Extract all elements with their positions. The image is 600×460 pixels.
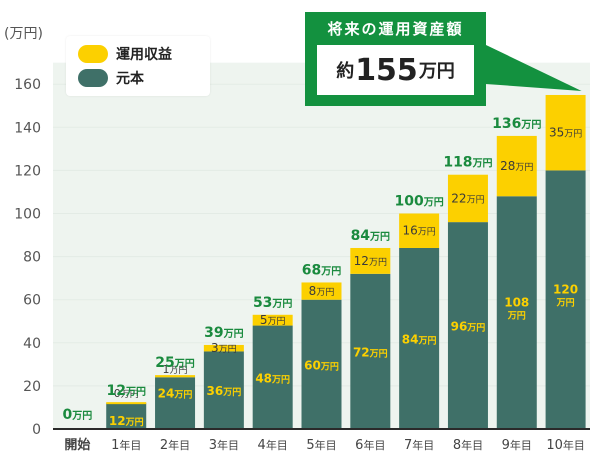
y-tick-label: 0 (32, 422, 41, 438)
bar-total-label: 25万円 (155, 355, 194, 371)
bar-label-gain: 5万円 (260, 313, 286, 327)
bar-label-principal: 96万円 (451, 320, 486, 334)
bar-label-principal: 108 万円 (504, 296, 529, 322)
bar-total-label: 118万円 (443, 155, 492, 171)
bar-label-gain: 3万円 (211, 341, 237, 355)
bar-total-label: 39万円 (204, 325, 243, 341)
y-tick-label: 120 (14, 163, 41, 179)
y-tick-label: 100 (14, 207, 41, 223)
bar-label-gain: 16万円 (402, 224, 435, 238)
bar-principal (447, 222, 488, 429)
bar-principal (350, 273, 391, 429)
bar-gain (203, 344, 244, 352)
bar-label-principal: 12万円 (109, 414, 144, 428)
bar-gain (399, 213, 440, 248)
y-tick-label: 40 (23, 336, 41, 352)
legend-item-principal: 元本 (78, 67, 144, 89)
legend-swatch-gain (78, 45, 108, 63)
bar-total-label: 136万円 (492, 116, 541, 132)
callout-pointer (486, 45, 582, 91)
bar-label-principal: 72万円 (353, 345, 388, 359)
callout-title: 将来の運用資産額 (327, 20, 464, 38)
y-tick-label: 160 (14, 77, 41, 93)
bar-gain (545, 94, 586, 171)
bar-principal (496, 196, 537, 429)
bar-total-label: 100万円 (395, 194, 444, 210)
x-tick-label: 3年目 (209, 438, 239, 453)
x-tick-label: 4年目 (258, 438, 288, 453)
bar-label-gain: 28万円 (500, 159, 533, 173)
legend-label-gain: 運用収益 (116, 47, 172, 63)
x-tick-label: 開始 (64, 437, 90, 453)
legend-item-gain: 運用収益 (78, 43, 172, 65)
bar-label-gain: 1万円 (163, 363, 188, 376)
y-tick-label: 60 (23, 293, 41, 309)
x-tick-label: 10年目 (546, 438, 585, 453)
bar-label-gain: 12万円 (354, 254, 387, 268)
bar-total-label: 53万円 (253, 295, 292, 311)
bar-gain (155, 375, 196, 378)
bar-label-principal: 120 万円 (553, 283, 578, 309)
bar-label-principal: 48万円 (255, 371, 290, 385)
bar-label-principal: 36万円 (207, 384, 242, 398)
callout-value-number: 155 (355, 52, 418, 88)
y-axis-label: (万円) (4, 26, 43, 42)
x-tick-label: 9年目 (502, 438, 532, 453)
bar-principal (155, 377, 196, 429)
bar-principal (399, 247, 440, 429)
bar-gain (496, 135, 537, 197)
bar-gain (447, 174, 488, 223)
bar-principal (252, 325, 293, 429)
bar-label-principal: 84万円 (402, 332, 437, 346)
x-tick-label: 2年目 (160, 438, 190, 453)
x-tick-label: 8年目 (453, 438, 483, 453)
bar-label-principal: 60万円 (304, 358, 339, 372)
bar-label-gain: 0万円 (114, 387, 139, 400)
bar-total-label: 68万円 (302, 262, 341, 278)
bar-principal (106, 403, 147, 429)
bar-principal (301, 299, 342, 429)
bar-gain (252, 314, 293, 326)
x-tick-label: 7年目 (404, 438, 434, 453)
callout-value-unit: 万円 (418, 61, 455, 82)
bar-gain (301, 282, 342, 300)
bar-total-label: 0万円 (63, 407, 93, 423)
bar-gain (106, 402, 147, 405)
y-tick-label: 80 (23, 250, 41, 266)
x-tick-label: 1年目 (111, 438, 141, 453)
x-tick-label: 6年目 (355, 438, 385, 453)
bar-label-gain: 35万円 (549, 126, 582, 140)
y-tick-label: 20 (23, 379, 41, 395)
legend-swatch-principal (78, 69, 108, 87)
bar-principal (545, 170, 586, 429)
bar-gain (350, 247, 391, 274)
bar-principal (203, 351, 244, 429)
x-tick-label: 5年目 (306, 438, 336, 453)
callout-value-box: 約 155 万円 (317, 45, 474, 95)
bar-label-gain: 8万円 (309, 284, 335, 298)
bar-total-label: 84万円 (351, 228, 390, 244)
bar-label-gain: 22万円 (451, 191, 484, 205)
bar-total-label: 12万円 (106, 383, 145, 399)
future-asset-callout: 将来の運用資産額 約 155 万円 (305, 12, 486, 106)
bar-label-principal: 24万円 (158, 386, 193, 400)
legend-label-principal: 元本 (116, 71, 144, 87)
callout-value-prefix: 約 (336, 61, 355, 82)
y-tick-label: 140 (14, 120, 41, 136)
chart-legend: 運用収益 元本 (66, 36, 210, 96)
